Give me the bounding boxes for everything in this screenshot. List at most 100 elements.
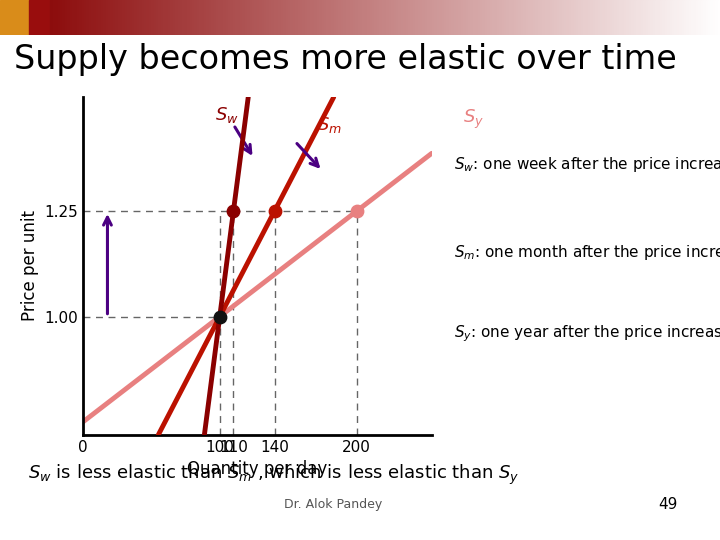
- Bar: [127, 0, 130, 35]
- Bar: [367, 0, 369, 35]
- Bar: [415, 0, 418, 35]
- Bar: [99, 0, 101, 35]
- Bar: [94, 0, 96, 35]
- Bar: [466, 0, 468, 35]
- Point: [228, 207, 239, 215]
- Bar: [31, 0, 34, 35]
- Bar: [538, 0, 540, 35]
- Bar: [103, 0, 106, 35]
- Bar: [684, 0, 686, 35]
- Bar: [207, 0, 209, 35]
- Bar: [218, 0, 221, 35]
- Bar: [122, 0, 125, 35]
- Bar: [293, 0, 295, 35]
- Bar: [456, 0, 459, 35]
- Bar: [552, 0, 554, 35]
- Bar: [24, 0, 27, 35]
- Bar: [81, 0, 84, 35]
- Bar: [38, 0, 41, 35]
- Bar: [542, 0, 545, 35]
- Bar: [233, 0, 235, 35]
- Bar: [626, 0, 629, 35]
- Bar: [502, 0, 504, 35]
- Bar: [283, 0, 286, 35]
- Bar: [274, 0, 276, 35]
- Bar: [480, 0, 482, 35]
- Bar: [243, 0, 245, 35]
- X-axis label: Quantity per day: Quantity per day: [187, 460, 328, 478]
- Bar: [459, 0, 461, 35]
- Bar: [202, 0, 204, 35]
- Bar: [48, 0, 50, 35]
- Bar: [171, 0, 173, 35]
- Bar: [495, 0, 497, 35]
- Bar: [369, 0, 372, 35]
- Bar: [689, 0, 691, 35]
- Bar: [9, 0, 12, 35]
- Bar: [315, 0, 317, 35]
- Bar: [449, 0, 451, 35]
- Bar: [410, 0, 413, 35]
- Bar: [137, 0, 139, 35]
- Bar: [189, 0, 192, 35]
- Bar: [564, 0, 567, 35]
- Y-axis label: Price per unit: Price per unit: [21, 211, 39, 321]
- Bar: [485, 0, 487, 35]
- Bar: [214, 0, 216, 35]
- Bar: [50, 0, 53, 35]
- Bar: [398, 0, 401, 35]
- Bar: [372, 0, 374, 35]
- Bar: [418, 0, 420, 35]
- Bar: [675, 0, 677, 35]
- Bar: [703, 0, 706, 35]
- Bar: [161, 0, 163, 35]
- Bar: [279, 0, 281, 35]
- Bar: [403, 0, 405, 35]
- Bar: [5, 0, 7, 35]
- Bar: [228, 0, 230, 35]
- Bar: [557, 0, 559, 35]
- Bar: [353, 0, 355, 35]
- Bar: [708, 0, 711, 35]
- Bar: [636, 0, 639, 35]
- Bar: [63, 0, 65, 35]
- Bar: [70, 0, 72, 35]
- Bar: [166, 0, 168, 35]
- Bar: [245, 0, 247, 35]
- Bar: [178, 0, 180, 35]
- Bar: [531, 0, 533, 35]
- Bar: [655, 0, 657, 35]
- Bar: [0, 0, 2, 35]
- Bar: [413, 0, 415, 35]
- Bar: [158, 0, 161, 35]
- Bar: [423, 0, 425, 35]
- Bar: [588, 0, 590, 35]
- Bar: [468, 0, 470, 35]
- Bar: [581, 0, 583, 35]
- Bar: [305, 0, 307, 35]
- Bar: [662, 0, 665, 35]
- Bar: [574, 0, 576, 35]
- Bar: [444, 0, 446, 35]
- Bar: [113, 0, 115, 35]
- Bar: [338, 0, 341, 35]
- Bar: [629, 0, 631, 35]
- Bar: [593, 0, 595, 35]
- Bar: [351, 0, 353, 35]
- Bar: [567, 0, 569, 35]
- Bar: [518, 0, 521, 35]
- Bar: [420, 0, 423, 35]
- Bar: [482, 0, 485, 35]
- Bar: [463, 0, 466, 35]
- Bar: [79, 0, 81, 35]
- Bar: [288, 0, 290, 35]
- Text: Dr. Alok Pandey: Dr. Alok Pandey: [284, 498, 382, 511]
- Bar: [425, 0, 427, 35]
- Bar: [17, 0, 19, 35]
- Bar: [120, 0, 122, 35]
- Bar: [360, 0, 362, 35]
- Bar: [718, 0, 720, 35]
- Bar: [590, 0, 593, 35]
- Bar: [295, 0, 297, 35]
- Bar: [693, 0, 696, 35]
